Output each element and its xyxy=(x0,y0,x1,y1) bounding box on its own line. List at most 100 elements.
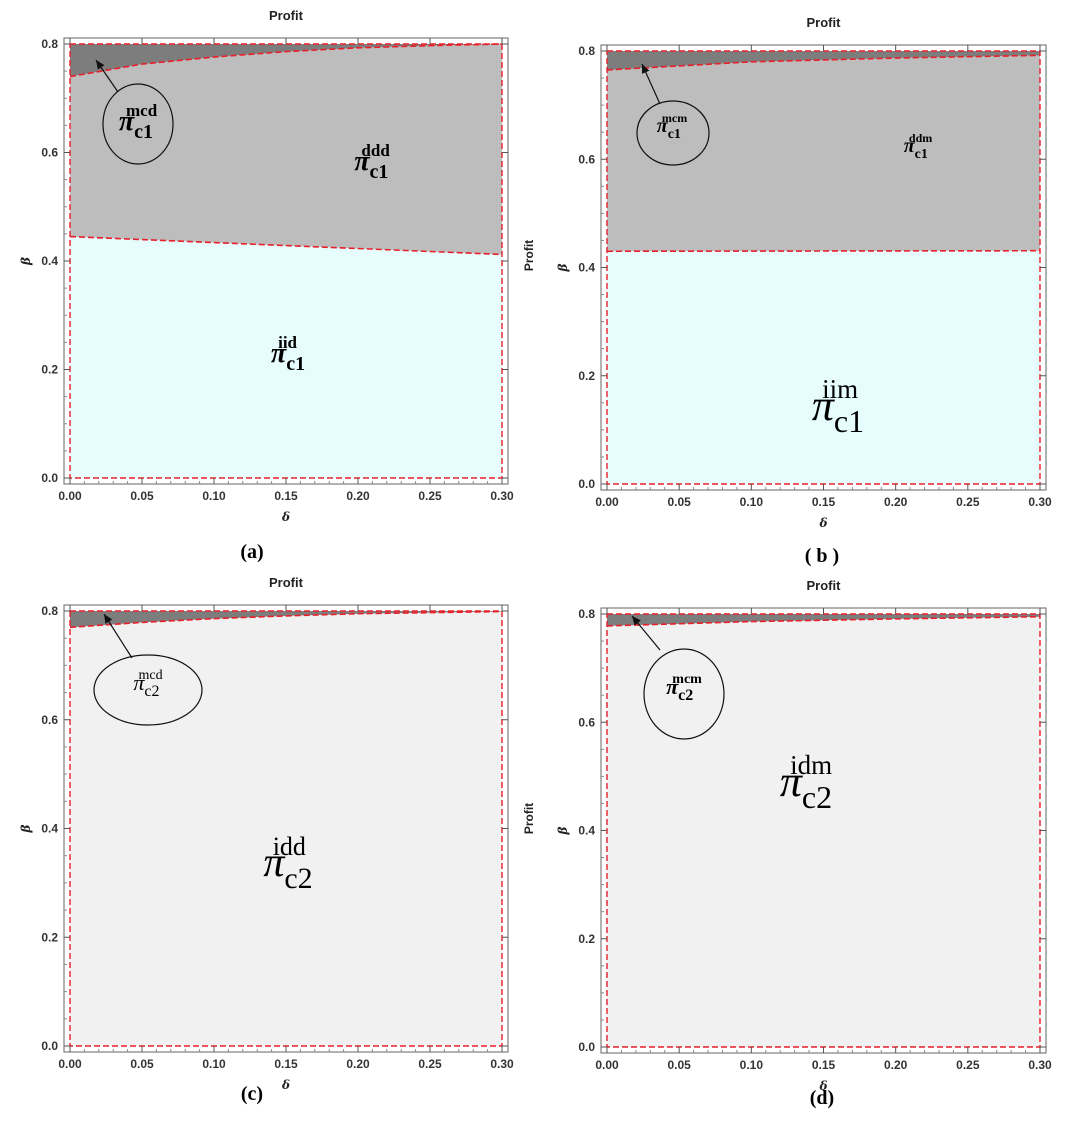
panel-title: Profit xyxy=(269,8,304,23)
callout-arrowhead xyxy=(96,60,105,70)
region-label-pi: π xyxy=(263,840,285,886)
y-tick-label: 0.0 xyxy=(41,1039,58,1053)
callout-arrowhead xyxy=(632,616,641,626)
panel-title: Profit xyxy=(807,578,842,593)
x-tick-label: 0.00 xyxy=(58,1057,82,1071)
boundary-ddd xyxy=(69,43,503,78)
chart-panel-1: 0.00 0.05 0.10 0.15 0.20 0.25 0.30 0.0 0.2 0.4 0.6… xyxy=(19,8,514,563)
x-tick-label: 0.30 xyxy=(1028,495,1052,509)
y-tick-label: 0.0 xyxy=(578,477,595,491)
y-tick-label: 0.2 xyxy=(41,930,58,944)
x-tick-label: 0.15 xyxy=(274,1057,298,1071)
boundary-idm xyxy=(606,615,1041,627)
x-tick-label: 0.20 xyxy=(884,495,908,509)
panel-caption: ( b ) xyxy=(805,545,839,567)
y-tick-label: 0.6 xyxy=(578,152,595,166)
region-label-sup: mcm xyxy=(662,111,687,125)
region-label-sup: mcd xyxy=(139,668,163,683)
region-label-idm: πc2idm xyxy=(780,750,832,815)
region-label-sub: c2 xyxy=(144,683,159,700)
y-tick-label: 0.2 xyxy=(578,932,595,946)
x-tick-label: 0.05 xyxy=(130,1057,154,1071)
region-ddm xyxy=(607,55,1040,252)
y-tick-label: 0.8 xyxy=(41,604,58,618)
region-label-sup: mcm xyxy=(672,672,702,687)
y-tick-label: 0.6 xyxy=(41,713,58,727)
x-tick-label: 0.00 xyxy=(58,489,82,503)
x-tick-label: 0.25 xyxy=(418,1057,442,1071)
y-tick-label: 0.4 xyxy=(41,254,58,268)
x-tick-label: 0.00 xyxy=(595,1058,619,1072)
region-label-ddm: πc1 ddm xyxy=(904,131,932,162)
region-label-sup: ddm xyxy=(909,131,932,145)
callout-arrowhead xyxy=(642,64,650,74)
region-label-sub: c1 xyxy=(286,353,305,375)
x-tick-label: 0.10 xyxy=(740,1058,764,1072)
region-label-idd: πc2idd xyxy=(263,832,312,895)
panel-caption: (c) xyxy=(241,1083,263,1105)
region-ddd xyxy=(70,44,502,255)
panel-title: Profit xyxy=(807,15,842,30)
callout-ellipse xyxy=(93,654,203,726)
panel-title: Profit xyxy=(269,575,304,590)
region-idm xyxy=(607,616,1040,1047)
x-tick-label: 0.30 xyxy=(490,1057,514,1071)
x-tick-label: 0.10 xyxy=(202,1057,226,1071)
boundary-iim xyxy=(606,249,1041,253)
y-tick-label: 0.6 xyxy=(578,715,595,729)
region-label-sup: ddd xyxy=(361,141,390,160)
callout-arrowhead xyxy=(104,614,113,624)
region-label-pi: π xyxy=(354,146,370,177)
region-label-sub: c2 xyxy=(802,779,832,815)
region-label-sub: c1 xyxy=(915,147,928,162)
x-tick-label: 0.00 xyxy=(595,495,619,509)
callout-ellipse xyxy=(636,100,710,166)
y-axis-label: β xyxy=(19,257,33,266)
x-tick-label: 0.15 xyxy=(812,495,836,509)
region-label-sub: c1 xyxy=(834,403,864,439)
region-label-mcd: πc2mcd xyxy=(133,668,162,700)
x-axis-label: δ xyxy=(818,1079,827,1093)
x-tick-label: 0.20 xyxy=(346,489,370,503)
chart-panel-3: 0.00 0.05 0.10 0.15 0.20 0.25 0.30 0.0 0.2 0.4 0.6… xyxy=(19,575,514,1105)
region-mcd xyxy=(70,611,502,628)
region-label-sup: iid xyxy=(278,333,297,352)
x-tick-label: 0.15 xyxy=(274,489,298,503)
x-tick-label: 0.05 xyxy=(667,1058,691,1072)
region-label-sup: idd xyxy=(273,832,306,861)
region-mcd xyxy=(70,44,502,77)
region-label-pi: π xyxy=(904,135,916,157)
y-tick-label: 0.0 xyxy=(41,471,58,485)
region-label-pi: π xyxy=(133,670,145,695)
y-tick-label: 0.4 xyxy=(578,824,595,838)
x-tick-label: 0.30 xyxy=(490,489,514,503)
x-axis-label: δ xyxy=(281,1078,290,1092)
region-label-mcm: πc2mcm xyxy=(666,672,702,704)
region-idd xyxy=(70,611,502,1046)
region-label-mcd: πc1mcd xyxy=(119,101,158,143)
region-label-iim: πc1iim xyxy=(812,374,864,439)
region-label-sub: c1 xyxy=(134,121,153,143)
x-tick-label: 0.05 xyxy=(667,495,691,509)
x-tick-label: 0.25 xyxy=(956,1058,980,1072)
boundary-idd xyxy=(69,610,503,629)
region-iim xyxy=(607,250,1040,484)
x-tick-label: 0.25 xyxy=(418,489,442,503)
y-tick-label: 0.8 xyxy=(41,37,58,51)
y-axis-label: β xyxy=(19,824,33,833)
x-axis-label: δ xyxy=(818,516,827,530)
chart-panel-4: 0.00 0.05 0.10 0.15 0.20 0.25 0.30 0.0 0.2 0.4 0.6… xyxy=(522,578,1052,1109)
y-tick-label: 0.0 xyxy=(578,1040,595,1054)
region-label-pi: π xyxy=(119,106,135,137)
boundary-ddm xyxy=(606,54,1041,71)
chart-panel-2: 0.00 0.05 0.10 0.15 0.20 0.25 0.30 0.0 0.2 0.4 0.6… xyxy=(522,15,1052,567)
region-label-pi: π xyxy=(271,338,287,369)
x-tick-label: 0.20 xyxy=(884,1058,908,1072)
region-label-sub: c1 xyxy=(370,161,389,183)
x-axis-label: δ xyxy=(281,510,290,524)
y-tick-label: 0.2 xyxy=(578,369,595,383)
region-label-sup: idm xyxy=(790,750,832,780)
region-label-ddd: πc1ddd xyxy=(354,141,390,183)
region-label-sup: mcd xyxy=(126,101,158,120)
y-axis-label: β xyxy=(556,263,570,272)
